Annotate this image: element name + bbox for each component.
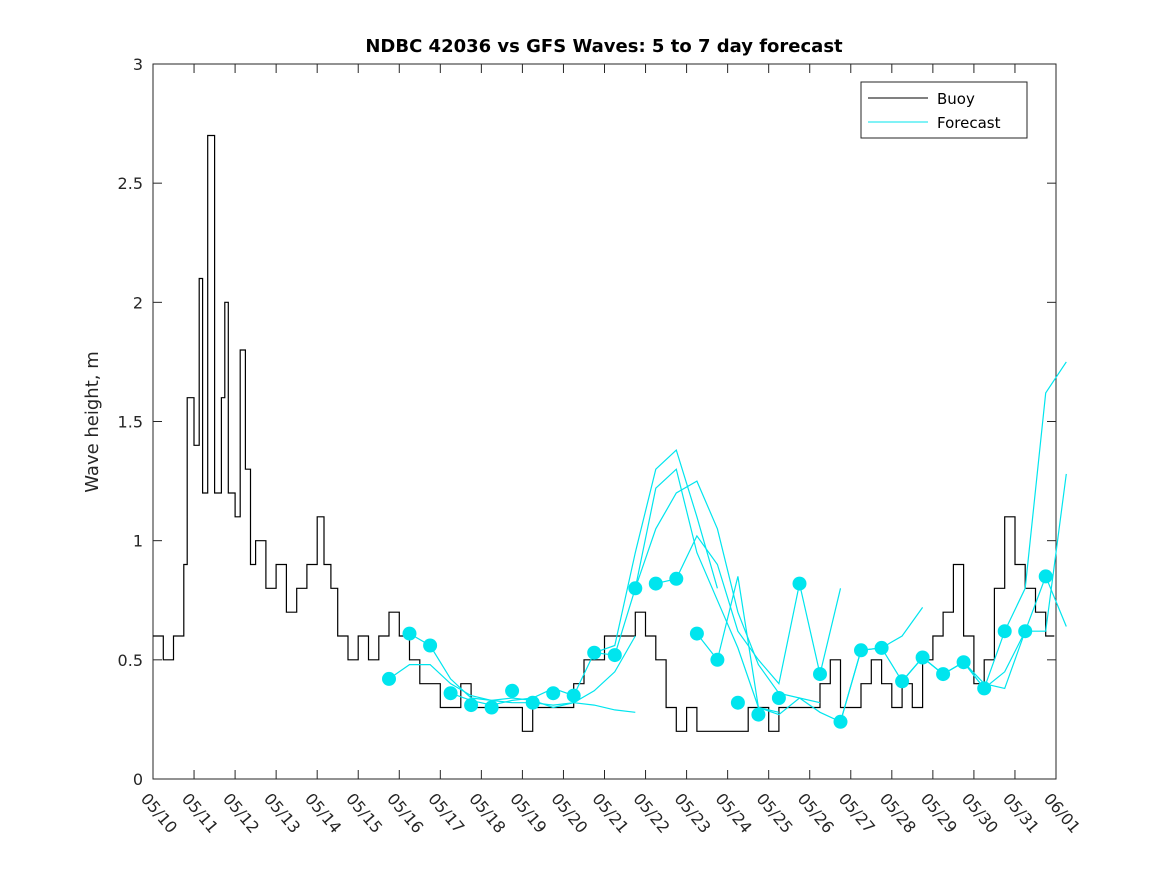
forecast-point	[854, 643, 868, 658]
forecast-point	[648, 576, 663, 591]
forecast-point	[997, 624, 1012, 639]
forecast-point	[977, 681, 992, 696]
forecast-point	[956, 655, 971, 670]
legend-buoy-label: Buoy	[937, 90, 975, 108]
forecast-point	[628, 581, 643, 596]
forecast-point	[792, 576, 807, 591]
forecast-point	[1018, 624, 1033, 639]
forecast-point	[484, 700, 499, 715]
y-axis-label: Wave height, m	[82, 351, 103, 492]
forecast-point	[895, 674, 910, 689]
forecast-series-line	[594, 468, 780, 713]
forecast-point	[936, 667, 951, 682]
forecast-point	[505, 683, 520, 698]
forecast-point	[464, 698, 479, 713]
y-tick-label: 2.5	[118, 174, 143, 193]
y-tick-label: 3	[133, 55, 143, 74]
forecast-point	[443, 686, 458, 701]
forecast-point	[730, 695, 745, 710]
forecast-point	[689, 626, 704, 641]
y-tick-label: 0	[133, 770, 143, 789]
y-tick-label: 2	[133, 293, 143, 312]
forecast-point	[382, 671, 396, 686]
forecast-point	[546, 686, 561, 701]
forecast-series-line	[634, 480, 821, 704]
buoy-series-line	[153, 134, 1055, 732]
forecast-point	[751, 707, 766, 722]
legend-box	[860, 81, 1028, 139]
forecast-point	[915, 650, 930, 665]
forecast-point	[710, 652, 725, 667]
forecast-point	[402, 626, 417, 641]
axes-box	[152, 63, 1057, 780]
forecast-series-line	[963, 574, 1067, 690]
forecast-point	[1038, 569, 1053, 584]
chart-title: NDBC 42036 vs GFS Waves: 5 to 7 day fore…	[365, 36, 843, 57]
y-tick-label: 0.5	[118, 651, 143, 670]
forecast-point	[525, 695, 540, 710]
y-tick-label: 1	[133, 532, 143, 551]
forecast-point	[423, 638, 438, 653]
forecast-point	[813, 667, 827, 682]
legend-forecast-label: Forecast	[937, 114, 1001, 132]
forecast-point	[607, 648, 622, 663]
forecast-series-line	[388, 663, 636, 713]
forecast-point	[771, 691, 786, 705]
forecast-point	[669, 571, 684, 586]
forecast-point	[833, 714, 848, 729]
legend: Buoy Forecast	[860, 81, 1028, 139]
forecast-point	[874, 640, 889, 655]
plot-area: 00.511.522.5305/1005/1105/1205/1305/1405…	[118, 55, 1085, 837]
forecast-point	[566, 688, 581, 703]
forecast-point	[587, 645, 602, 660]
y-tick-label: 1.5	[118, 413, 143, 432]
